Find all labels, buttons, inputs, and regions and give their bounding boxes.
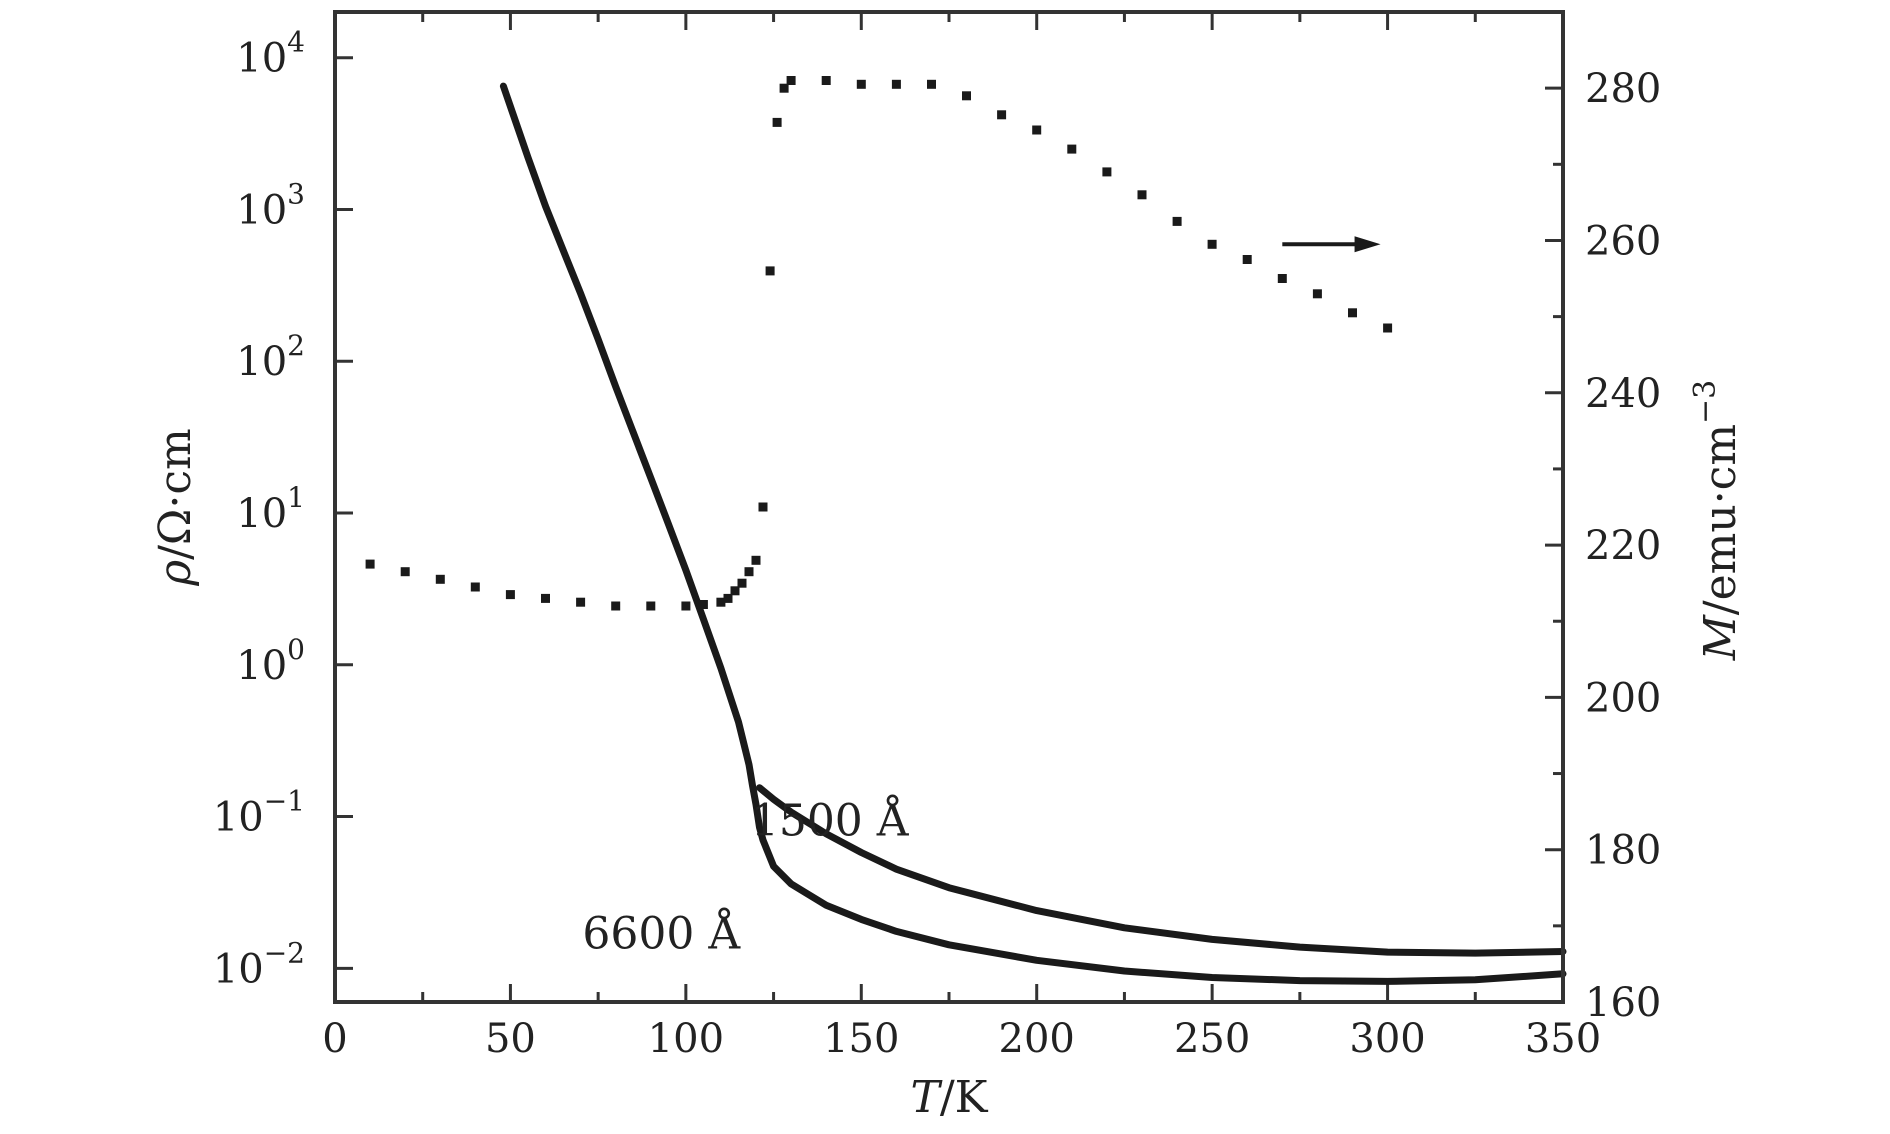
series-point-2 [611,601,621,611]
series-point-2 [1137,190,1147,200]
x-tick-label: 350 [1525,1016,1601,1062]
annotation-label: 1500 Å [751,794,910,847]
y-right-tick-label: 260 [1585,218,1661,264]
x-tick-label: 0 [322,1016,347,1062]
series-point-2 [576,597,586,607]
y-left-tick-label: 104 [236,26,305,82]
arrow-head [1354,236,1381,253]
x-tick-label: 250 [1174,1016,1250,1062]
series-point-2 [737,578,747,588]
series-point-2 [786,76,796,85]
series-point-2 [744,567,754,577]
y-left-tick-label: 103 [236,177,305,233]
series-point-2 [716,597,726,607]
series-layer [365,76,1567,985]
annotation-label: 6600 Å [582,907,741,960]
y-left-axis-title: ρ/Ω·cm [150,428,201,587]
series-point-2 [779,83,789,93]
y-right-tick-label: 200 [1585,675,1661,721]
series-point-2 [435,574,445,584]
series-point-2 [723,593,733,603]
series-point-2 [541,593,550,603]
y-right-tick-label: 160 [1585,980,1661,1026]
series-point-2 [400,567,410,577]
labels-layer: 0 50 100 150 200 250 300 350 10−2 10−1 100 101 102 10… [150,26,1746,1123]
series-point-2 [856,79,866,89]
series-point-2 [962,91,971,101]
series-point-2 [681,601,691,611]
plot-frame [333,10,1565,1004]
y-left-tick-label: 10−2 [213,936,305,992]
series-point-2 [1067,144,1077,154]
series-point-2 [1172,216,1182,226]
series-point-2 [1277,274,1287,283]
series-point-2 [1032,125,1042,135]
y-right-tick-label: 240 [1585,371,1661,417]
y-right-axis-title: M/emu·cm−3 [1688,380,1746,662]
series-point-2 [470,582,480,592]
y-right-tick-label: 280 [1585,66,1661,112]
series-point-2 [1207,239,1217,249]
ticks-layer [333,10,1565,1004]
series-point-2 [698,600,708,609]
x-tick-label: 300 [1349,1016,1425,1062]
series-point-2 [758,502,768,512]
y-right-tick-label: 220 [1585,523,1661,569]
series-point-2 [365,559,375,569]
series-line-1 [756,784,1567,957]
series-point-2 [1348,308,1357,318]
series-point-2 [927,79,936,89]
series-point-2 [821,76,831,85]
series-point-2 [1102,167,1112,177]
series-point-2 [765,266,775,276]
y-left-tick-label: 102 [236,329,305,385]
y-left-tick-label: 101 [236,481,305,537]
series-point-2 [751,555,761,565]
x-tick-label: 150 [823,1016,899,1062]
y-left-tick-label: 10−1 [213,785,305,841]
series-point-2 [646,601,656,611]
series-point-2 [891,79,901,89]
series-point-2 [730,586,740,596]
series-point-2 [772,117,782,127]
x-tick-label: 200 [999,1016,1075,1062]
series-point-2 [1383,323,1393,333]
x-tick-label: 50 [485,1016,536,1062]
series-point-2 [505,590,515,600]
series-point-2 [1242,255,1252,264]
x-tick-label: 100 [648,1016,724,1062]
series-point-2 [997,110,1007,120]
series-line-0 [499,82,1567,985]
x-axis-title: T/K [910,1072,988,1123]
y-left-tick-label: 100 [236,633,305,689]
y-right-tick-label: 180 [1585,828,1661,874]
series-point-2 [1312,289,1322,299]
